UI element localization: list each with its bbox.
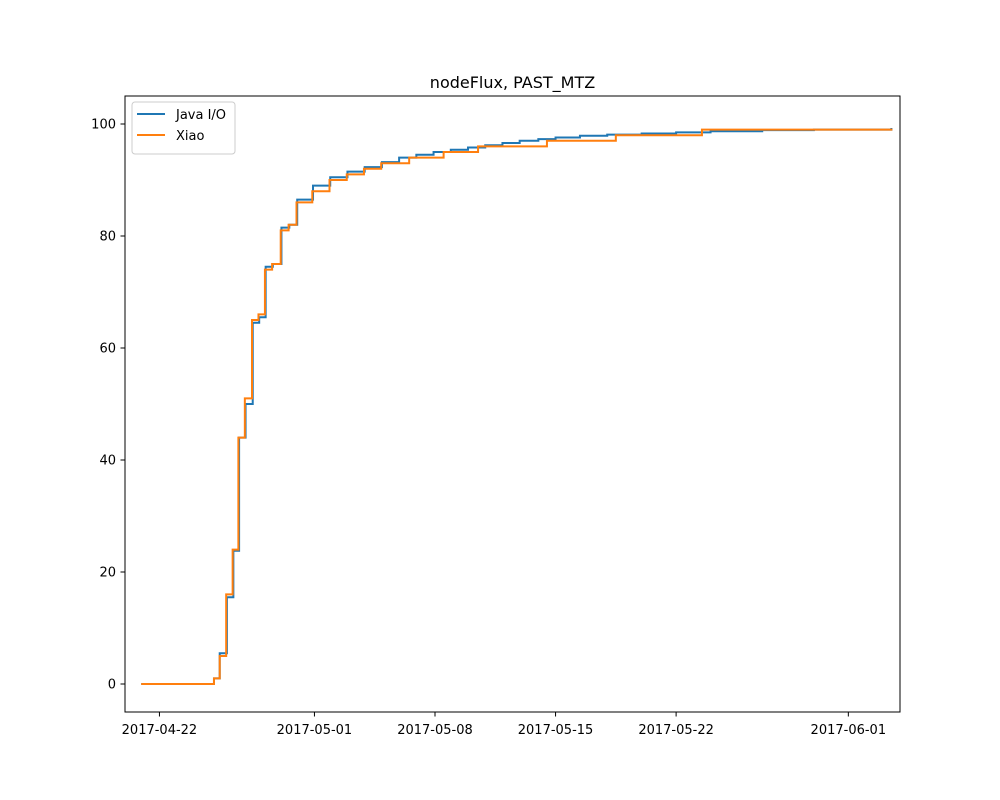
x-tick-label-3: 2017-05-15 [518,723,594,738]
legend-label-0: Java I/O [175,108,226,123]
y-tick-label-1: 20 [99,566,116,581]
y-tick-label-5: 100 [91,118,116,133]
y-axis: 0 20 40 60 80 100 [91,118,125,693]
x-axis: 2017-04-22 2017-05-01 2017-05-08 2017-05-15… [122,712,886,738]
x-tick-label-1: 2017-05-01 [277,723,353,738]
x-tick-label-0: 2017-04-22 [122,723,198,738]
y-tick-label-3: 60 [99,342,116,357]
x-tick-label-5: 2017-06-01 [811,723,887,738]
x-tick-label-2: 2017-05-08 [397,723,473,738]
legend-label-1: Xiao [176,129,204,144]
chart-title: nodeFlux, PAST_MTZ [430,73,595,93]
series-layer [141,128,893,685]
series-line-1 [141,128,893,685]
plot-frame [124,95,901,713]
legend: Java I/O Xiao [131,101,236,155]
y-tick-label-0: 0 [108,678,116,693]
y-tick-label-4: 80 [99,230,116,245]
x-tick-label-4: 2017-05-22 [638,723,714,738]
y-tick-label-2: 40 [99,454,116,469]
